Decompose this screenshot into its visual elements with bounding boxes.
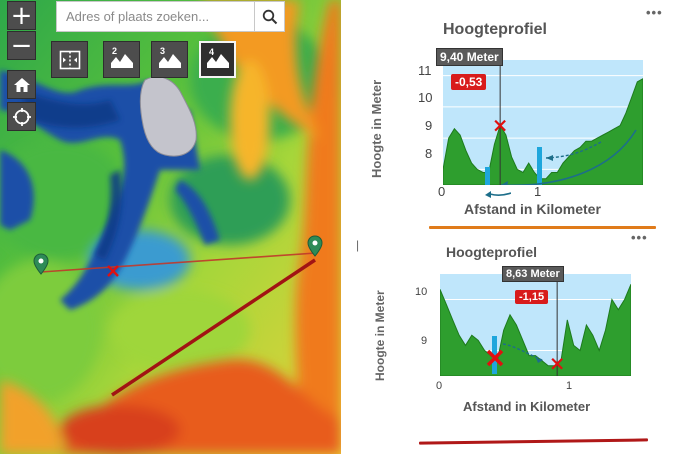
chart-2-delta-label: -1,15 bbox=[515, 290, 549, 304]
map-cross-marker bbox=[107, 265, 119, 277]
search-box bbox=[56, 1, 285, 32]
chart-1-marker-bar bbox=[537, 147, 542, 185]
tool-number: 4 bbox=[209, 47, 215, 57]
chart-2-arrow-head bbox=[536, 358, 543, 363]
elevation-profile-2-button[interactable]: 2 bbox=[103, 41, 140, 78]
chart-2-hover-label: 8,63 Meter bbox=[502, 266, 564, 282]
tool-number: 2 bbox=[112, 46, 118, 56]
search-input[interactable] bbox=[57, 2, 254, 31]
panel-divider[interactable]: | bbox=[356, 238, 360, 252]
chart-1-arrow-head bbox=[501, 181, 508, 185]
cross-marker-stroke bbox=[494, 119, 506, 132]
chart-1-arrow bbox=[501, 129, 637, 185]
elevation-profile-icon bbox=[206, 53, 229, 68]
cross-marker-stroke bbox=[551, 357, 563, 370]
elevation-profile-4-button[interactable]: 4 bbox=[199, 41, 236, 78]
tool-number: 3 bbox=[160, 46, 166, 56]
panel-1-menu-button[interactable]: ••• bbox=[646, 5, 663, 20]
panel-2-underline bbox=[418, 438, 649, 445]
locate-button[interactable] bbox=[7, 102, 36, 131]
home-button[interactable] bbox=[7, 70, 36, 99]
panel-2-title: Hoogteprofiel bbox=[446, 244, 537, 260]
chart-1-delta-label: -0,53 bbox=[451, 74, 487, 90]
elevation-profile-icon bbox=[110, 53, 133, 68]
chart-1-y-tick: 10 bbox=[418, 90, 433, 105]
map-view[interactable]: + − 2 bbox=[0, 0, 341, 454]
chart-1-arrow-head bbox=[546, 155, 553, 161]
chart-2-x-tick: 0 bbox=[436, 380, 443, 392]
locate-icon bbox=[12, 107, 31, 126]
chart-2-x-tick: 1 bbox=[566, 380, 573, 392]
search-icon bbox=[262, 9, 277, 24]
panel-1-title: Hoogteprofiel bbox=[443, 21, 547, 38]
panel-2-x-axis-label: Afstand in Kilometer bbox=[463, 399, 591, 414]
profile-line-2 bbox=[111, 258, 316, 397]
chart-2-y-tick: 10 bbox=[415, 286, 428, 298]
chart-1-x-tick: 1 bbox=[534, 184, 542, 199]
chart-1-profile-area bbox=[443, 78, 643, 185]
chart-2-y-tick: 9 bbox=[421, 335, 428, 347]
chart-1-cross-marker bbox=[494, 119, 506, 132]
chart-1-arrow-tail bbox=[485, 191, 511, 198]
panel-2-menu-button[interactable]: ••• bbox=[631, 230, 648, 245]
panel-1-x-axis-label: Afstand in Kilometer bbox=[464, 201, 601, 217]
zoom-out-button[interactable]: − bbox=[7, 31, 36, 61]
panel-2-y-axis-label: Hoogte in Meter bbox=[373, 290, 387, 381]
split-view-button[interactable] bbox=[51, 41, 88, 78]
panel-1-y-axis-label: Hoogte in Meter bbox=[369, 79, 384, 178]
zoom-in-button[interactable]: + bbox=[7, 1, 36, 31]
chart-2-marker-bar bbox=[492, 336, 497, 374]
chart-1-y-tick: 9 bbox=[425, 118, 433, 133]
panel-1-underline bbox=[429, 226, 656, 229]
home-icon bbox=[13, 77, 30, 92]
search-button[interactable] bbox=[254, 2, 284, 31]
profile-line-1 bbox=[40, 252, 317, 273]
chart-2-big-cross-marker bbox=[486, 349, 504, 367]
chart-1-marker-bar bbox=[485, 167, 490, 185]
elevation-profile-icon bbox=[158, 53, 181, 68]
map-pin-end[interactable] bbox=[307, 235, 323, 257]
split-view-icon bbox=[59, 50, 80, 69]
chart-2-cross-marker bbox=[551, 357, 563, 370]
chart-1-y-tick: 11 bbox=[418, 63, 432, 78]
chart-1-x-tick: 0 bbox=[438, 184, 446, 199]
map-pin-start[interactable] bbox=[33, 253, 49, 275]
elevation-profile-3-button[interactable]: 3 bbox=[151, 41, 188, 78]
chart-1-y-tick: 8 bbox=[425, 146, 433, 161]
chart-1-hover-label: 9,40 Meter bbox=[436, 48, 503, 66]
